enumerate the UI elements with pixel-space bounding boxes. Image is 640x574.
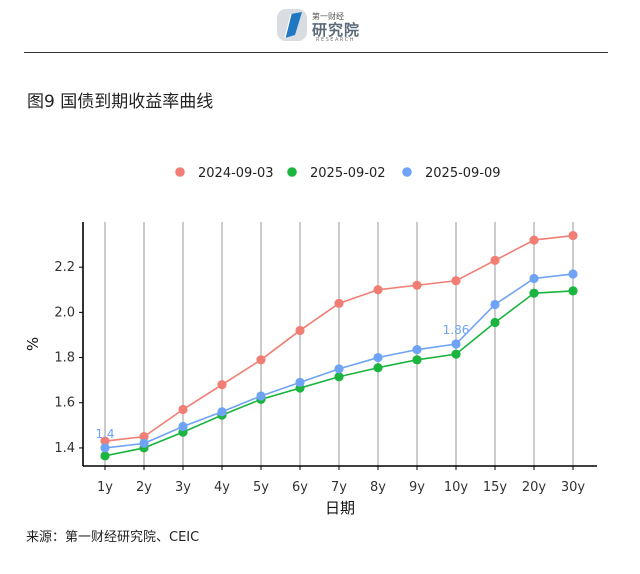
source-note: 来源：第一财经研究院、CEIC <box>26 530 200 545</box>
data-point <box>334 364 344 374</box>
legend-label: 2025-09-02 <box>310 166 386 181</box>
data-point <box>529 235 539 245</box>
data-point <box>568 269 578 279</box>
data-point <box>490 317 500 328</box>
y-tick-label: 1.4 <box>54 441 75 456</box>
logo-main-text: 研究院 <box>312 21 361 39</box>
data-point <box>568 286 578 296</box>
x-tick-label: 1y <box>97 480 113 495</box>
data-point <box>373 285 383 295</box>
data-point <box>256 355 266 365</box>
data-point <box>178 404 188 415</box>
data-point <box>139 438 149 449</box>
data-point <box>178 421 188 432</box>
data-point <box>100 443 110 453</box>
legend-item-2024-09-03: 2024-09-03 <box>175 166 274 181</box>
x-tick-label: 30y <box>561 480 586 495</box>
data-point <box>334 298 344 308</box>
y-tick-label: 2.0 <box>54 305 75 320</box>
logo-top-text: 第一财经 <box>312 12 344 21</box>
x-tick-label: 15y <box>483 480 508 495</box>
x-tick-label: 5y <box>253 480 269 495</box>
x-tick-label: 2y <box>136 480 152 495</box>
data-point <box>373 363 383 373</box>
series-2024-09-03 <box>100 230 578 446</box>
data-point <box>373 352 383 363</box>
data-label: 1.4 <box>95 427 114 441</box>
data-point <box>529 273 539 284</box>
data-point <box>529 288 539 298</box>
data-point <box>217 407 227 417</box>
x-tick-label: 4y <box>214 480 230 495</box>
legend-swatch <box>402 167 412 177</box>
x-tick-label: 20y <box>522 480 547 495</box>
y-tick-label: 1.8 <box>54 351 75 366</box>
data-point <box>490 299 500 310</box>
data-point <box>256 391 266 401</box>
y-axis-title: % <box>24 337 42 351</box>
chart-legend: 2024-09-03 2025-09-02 2025-09-09 <box>175 166 501 181</box>
data-label: 1.86 <box>443 323 470 337</box>
x-tick-label: 8y <box>370 480 386 495</box>
data-point <box>412 280 422 290</box>
legend-label: 2024-09-03 <box>198 166 274 181</box>
chart-series <box>100 230 578 461</box>
x-tick-label: 10y <box>444 480 469 495</box>
data-point <box>295 377 305 388</box>
data-point <box>490 255 500 266</box>
x-tick-label: 9y <box>409 480 425 495</box>
data-point <box>568 230 578 241</box>
y-tick-label: 1.6 <box>54 396 75 411</box>
x-tick-label: 3y <box>175 480 191 495</box>
data-point <box>451 349 461 359</box>
data-point <box>217 380 227 390</box>
logo-sub-text: RESEARCH <box>316 37 355 43</box>
legend-item-2025-09-02: 2025-09-02 <box>287 166 386 181</box>
logo-mark-icon <box>277 9 307 41</box>
x-tick-label: 7y <box>331 480 347 495</box>
data-point <box>139 432 149 442</box>
x-axis-title: 日期 <box>325 499 355 517</box>
data-point <box>451 276 461 286</box>
legend-swatch <box>175 167 185 177</box>
data-point <box>334 372 344 382</box>
chart-axes: 1.4 1.6 1.8 2.0 2.2 1y 2y 3y 4y 5y 6y 7y 8y 9y 10y 15y 2… <box>24 222 597 517</box>
legend-label: 2025-09-09 <box>425 166 501 181</box>
y-tick-label: 2.2 <box>54 260 75 275</box>
research-logo: 第一财经 研究院 RESEARCH <box>276 6 366 46</box>
data-point <box>451 339 461 349</box>
chart-labels: 1.4 1.86 <box>95 323 469 441</box>
figure-title: 图9 国债到期收益率曲线 <box>27 92 214 112</box>
data-point <box>100 451 110 461</box>
x-tick-label: 6y <box>292 480 308 495</box>
legend-swatch <box>287 167 297 177</box>
series-2025-09-09 <box>100 269 578 453</box>
data-point <box>100 436 110 446</box>
data-point <box>295 325 305 336</box>
data-point <box>412 355 422 365</box>
data-point <box>412 345 422 355</box>
legend-item-2025-09-09: 2025-09-09 <box>402 166 501 181</box>
header-divider <box>24 52 608 53</box>
